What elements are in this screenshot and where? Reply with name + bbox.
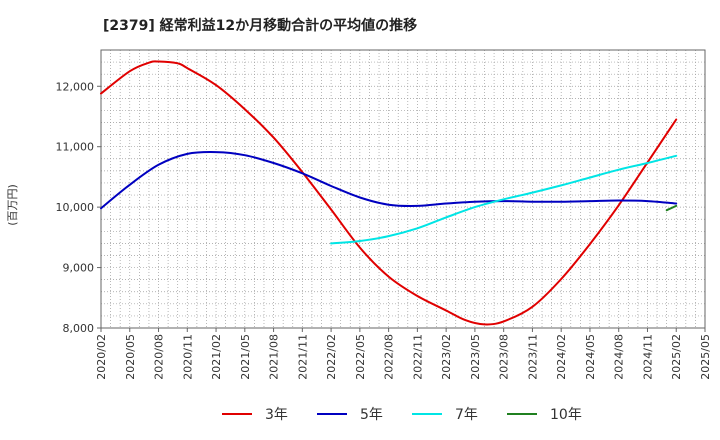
y-tick-label: 10,000 (56, 201, 95, 214)
series-layer (100, 60, 678, 326)
x-tick-label: 2020/02 (95, 334, 108, 380)
y-axis-label: (百万円) (6, 184, 19, 226)
legend-label: 7年 (455, 407, 478, 423)
x-axis: 2020/02 2020/05 2020/08 2020/11 2021/02 2021/… (95, 328, 712, 380)
x-tick-label: 2023/05 (469, 334, 482, 380)
legend: 3年 5年 7年 10年 (222, 407, 582, 423)
x-tick-label: 2024/08 (613, 334, 626, 380)
legend-label: 10年 (550, 407, 582, 423)
series-line-4 (665, 204, 678, 212)
x-tick-label: 2024/02 (555, 334, 568, 380)
x-tick-label: 2021/05 (239, 334, 252, 380)
x-tick-label: 2025/02 (670, 334, 683, 380)
x-tick-label: 2020/05 (124, 334, 137, 380)
series-line-3 (330, 154, 678, 245)
x-tick-label: 2021/08 (268, 334, 281, 380)
y-axis: 8,000 9,000 10,000 11,000 12,000 (56, 80, 101, 335)
y-tick-label: 11,000 (56, 141, 95, 154)
x-tick-label: 2022/11 (411, 334, 424, 380)
x-tick-label: 2023/08 (498, 334, 511, 380)
x-tick-label: 2022/08 (383, 334, 396, 380)
x-tick-label: 2020/11 (181, 334, 194, 380)
x-tick-label: 2024/11 (641, 334, 654, 380)
y-tick-label: 9,000 (63, 262, 95, 275)
x-tick-label: 2023/11 (526, 334, 539, 380)
x-tick-label: 2021/02 (210, 334, 223, 380)
legend-label: 5年 (360, 407, 383, 423)
y-tick-label: 8,000 (63, 322, 95, 335)
y-tick-label: 12,000 (56, 80, 95, 93)
x-tick-label: 2024/05 (584, 334, 597, 380)
x-tick-label: 2020/08 (153, 334, 166, 380)
series-line-1 (100, 60, 678, 326)
grid (101, 50, 705, 328)
x-tick-label: 2022/05 (354, 334, 367, 380)
x-tick-label: 2023/02 (440, 334, 453, 380)
series-line-2 (100, 151, 678, 210)
chart-title: [2379] 経常利益12か月移動合計の平均値の推移 (103, 17, 417, 34)
x-tick-label: 2022/02 (325, 334, 338, 380)
x-tick-label: 2025/05 (699, 334, 712, 380)
plot-area (100, 49, 706, 329)
x-tick-label: 2021/11 (296, 334, 309, 380)
legend-label: 3年 (265, 407, 288, 423)
